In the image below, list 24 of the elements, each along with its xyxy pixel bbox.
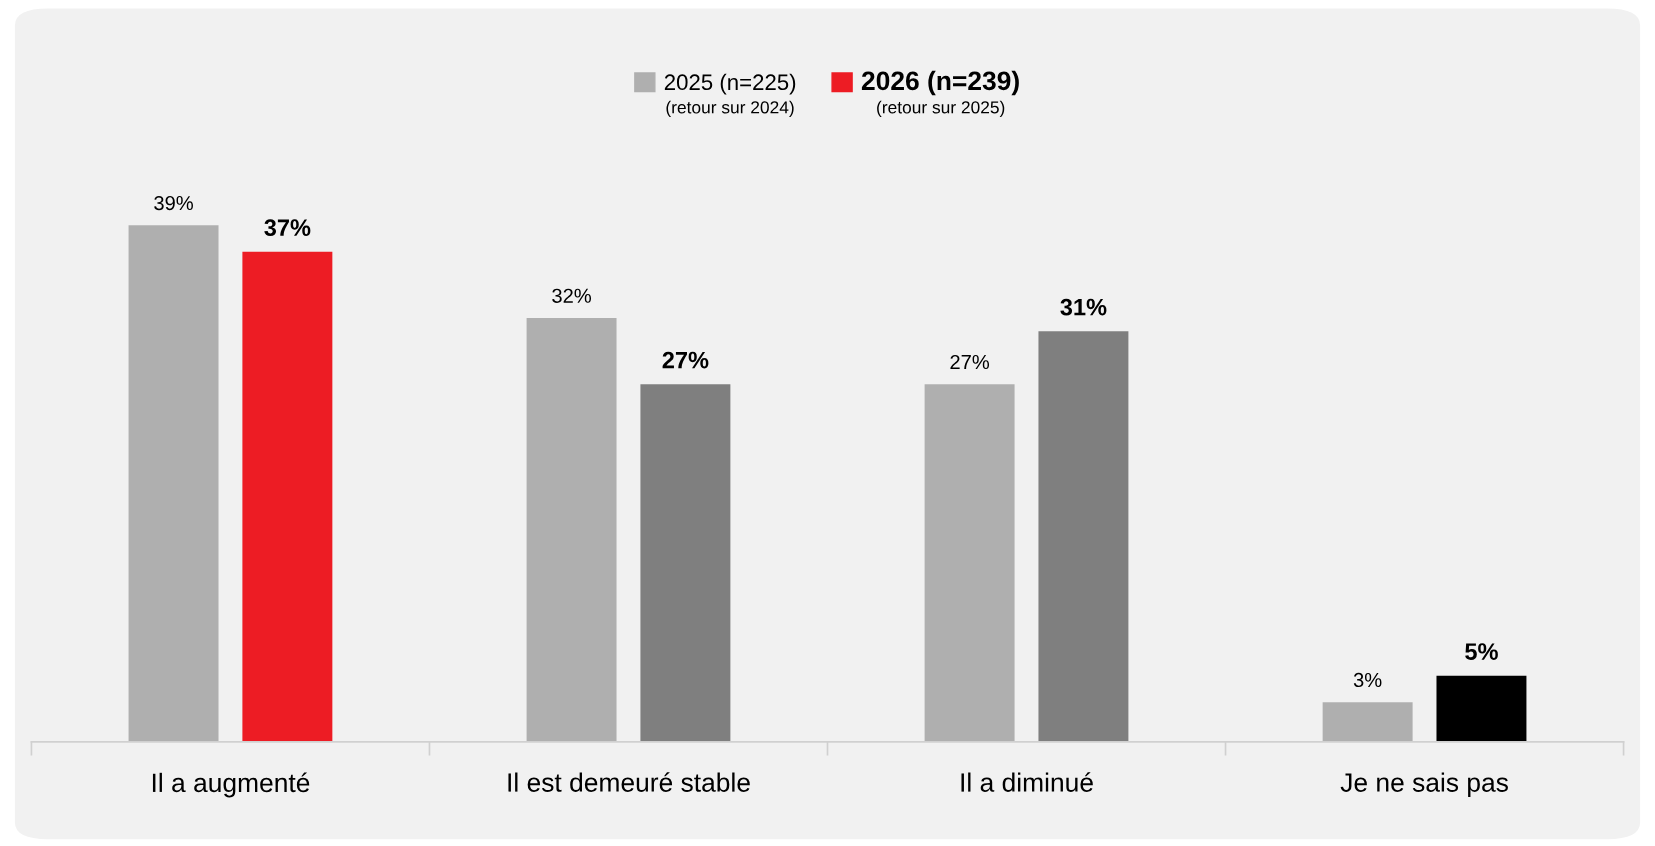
legend-label: 2025 (n=225) [664, 73, 796, 95]
data-label: 27% [950, 354, 990, 370]
data-label: 37% [264, 219, 311, 237]
text: (retour sur 2025) [877, 100, 1005, 117]
bar [1322, 702, 1413, 742]
data-label: 39% [154, 195, 193, 211]
bar [924, 384, 1015, 742]
bar [128, 225, 219, 742]
bar [242, 251, 333, 742]
x-tick-label: Je ne sais pas [1340, 772, 1508, 798]
x-tick-label: Il est demeuré stable [508, 772, 750, 792]
legend-label: 2026 (n=239) [861, 70, 1019, 96]
text: (retour sur 2024) [666, 100, 794, 117]
data-label: 3% [1353, 672, 1382, 688]
x-tick-label: Il a diminué [961, 772, 1093, 792]
bar [1436, 675, 1527, 742]
data-label: 32% [552, 288, 592, 303]
bar [640, 384, 731, 742]
x-tick-label: Il a augmenté [152, 772, 310, 798]
bar [1038, 331, 1129, 742]
bar [526, 318, 617, 742]
data-label: 27% [662, 351, 709, 369]
data-label: 5% [1465, 643, 1498, 660]
data-label: 31% [1060, 298, 1107, 316]
